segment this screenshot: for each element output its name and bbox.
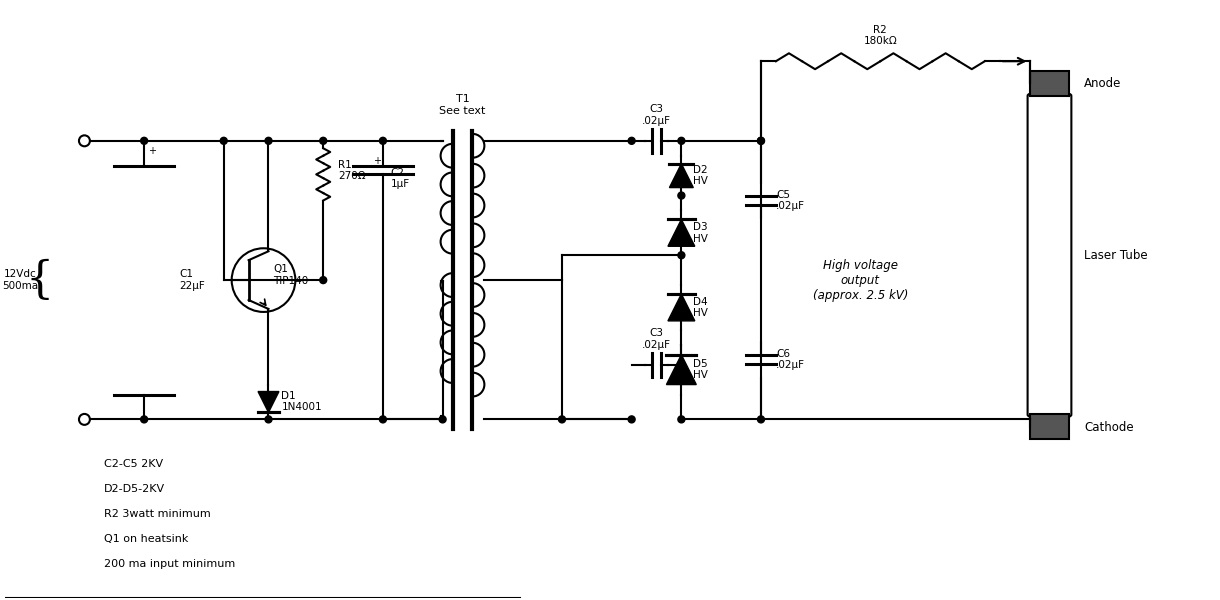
Text: C2
1μF: C2 1μF [390,168,410,190]
Text: D3
HV: D3 HV [693,222,708,244]
Circle shape [265,416,272,423]
Circle shape [678,192,684,199]
Circle shape [678,416,684,423]
Circle shape [320,137,327,145]
Text: C1
22μF: C1 22μF [179,269,205,291]
Circle shape [379,416,387,423]
Circle shape [379,137,387,145]
Polygon shape [667,220,695,246]
Text: C3
.02μF: C3 .02μF [642,104,671,126]
Text: D2-D5-2KV: D2-D5-2KV [105,484,166,494]
Text: 200 ma input minimum: 200 ma input minimum [105,559,235,569]
Text: Laser Tube: Laser Tube [1085,249,1148,262]
Polygon shape [666,355,697,385]
Circle shape [678,252,684,259]
Circle shape [678,361,684,368]
Text: C2-C5 2KV: C2-C5 2KV [105,459,163,469]
Text: D4
HV: D4 HV [693,296,708,318]
Circle shape [140,137,148,145]
Text: R2
180kΩ: R2 180kΩ [864,25,897,46]
Text: Anode: Anode [1085,77,1121,89]
Polygon shape [259,392,279,412]
Text: D2
HV: D2 HV [693,165,708,187]
Circle shape [439,416,447,423]
Circle shape [678,137,684,145]
Text: High voltage
output
(approx. 2.5 kV): High voltage output (approx. 2.5 kV) [813,259,908,302]
Text: C5
.02μF: C5 .02μF [776,190,805,211]
Bar [1030,415,1070,439]
Text: D5
HV: D5 HV [693,359,708,380]
Text: +: + [373,156,381,166]
Text: R2 3watt minimum: R2 3watt minimum [105,509,211,519]
Text: C6
.02μF: C6 .02μF [776,349,805,370]
Circle shape [758,137,765,145]
Circle shape [221,137,227,145]
Text: +: + [148,146,156,156]
Circle shape [758,137,765,145]
Text: {: { [26,259,54,302]
Circle shape [559,416,565,423]
Circle shape [628,137,636,145]
Text: 12Vdc
500ma: 12Vdc 500ma [1,269,38,291]
Text: Q1 on heatsink: Q1 on heatsink [105,534,189,544]
Circle shape [320,277,327,284]
FancyBboxPatch shape [1027,94,1071,416]
Text: C3
.02μF: C3 .02μF [642,328,671,350]
Circle shape [140,416,148,423]
Polygon shape [667,294,695,321]
Text: T1
See text: T1 See text [439,94,486,116]
Polygon shape [670,164,693,188]
Bar [1030,71,1070,96]
Text: D1
1N4001: D1 1N4001 [282,391,322,412]
Text: R1
270Ω: R1 270Ω [338,160,366,181]
Circle shape [628,416,636,423]
Circle shape [265,137,272,145]
Text: Q1
TIP140: Q1 TIP140 [273,265,309,286]
Circle shape [758,416,765,423]
Text: Cathode: Cathode [1085,421,1133,434]
